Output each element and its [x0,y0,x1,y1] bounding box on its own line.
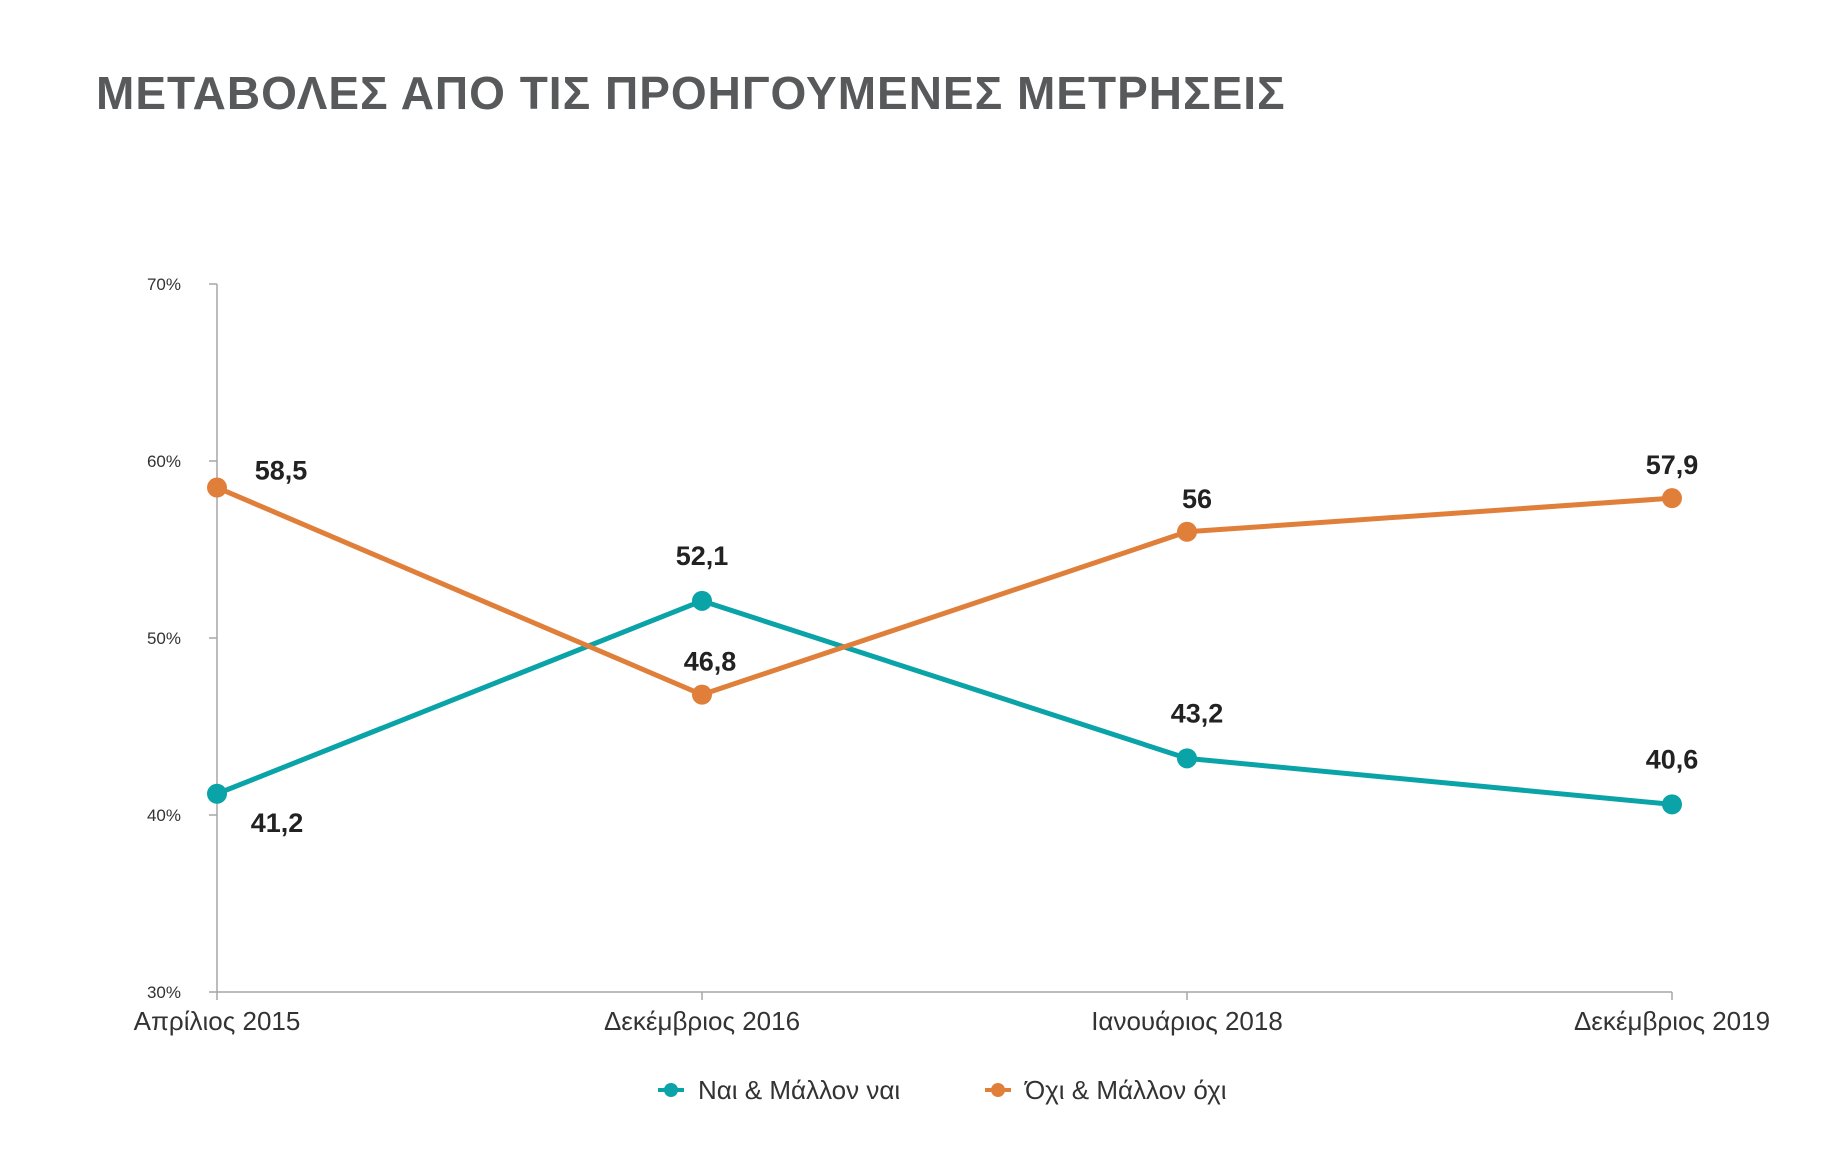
data-point [1177,521,1197,542]
data-label: 40,6 [1646,744,1699,774]
x-tick-label: Δεκέμβριος 2019 [1574,1006,1770,1036]
y-tick-label: 70% [147,275,181,294]
y-tick-label: 60% [147,452,181,471]
chart-legend: Ναι & Μάλλον ναι Όχι & Μάλλον όχι [658,1075,1227,1105]
page-title: ΜΕΤΑΒΟΛΕΣ ΑΠΟ ΤΙΣ ΠΡΟΗΓΟΥΜΕΝΕΣ ΜΕΤΡΗΣΕΙΣ [96,67,1286,119]
data-point [1177,748,1197,769]
data-label: 56 [1182,484,1212,514]
series-line [214,598,1675,807]
data-label: 41,2 [251,808,304,838]
legend-marker [991,1083,1005,1097]
x-tick-label: Απρίλιος 2015 [134,1006,301,1036]
data-label: 58,5 [255,456,308,486]
series-line [214,485,1675,698]
data-point [207,477,227,498]
y-tick-label: 40% [147,806,181,825]
data-point [1662,488,1682,509]
chart-data-labels: 41,2 52,1 43,2 40,6 58,5 46,8 56 57,9 [251,450,1699,838]
data-point [692,590,712,611]
data-point [692,684,712,705]
data-point [1662,794,1682,815]
legend-label: Όχι & Μάλλον όχι [1024,1075,1227,1105]
y-tick-label: 50% [147,629,181,648]
x-tick-label: Ιανουάριος 2018 [1091,1006,1283,1036]
data-label: 43,2 [1171,698,1224,728]
x-tick-label: Δεκέμβριος 2016 [604,1006,800,1036]
y-tick-label: 30% [147,983,181,1002]
data-label: 57,9 [1646,450,1699,480]
chart-points [207,477,1682,815]
data-label: 52,1 [676,541,729,571]
legend-label: Ναι & Μάλλον ναι [698,1075,900,1105]
chart-axes: 30% 40% 50% 60% 70% Απρίλιος 2015 Δεκέμβριος 2… [134,275,1770,1036]
data-point [207,783,227,804]
legend-marker [664,1083,678,1097]
chart-lines [214,485,1675,807]
data-label: 46,8 [684,647,737,677]
